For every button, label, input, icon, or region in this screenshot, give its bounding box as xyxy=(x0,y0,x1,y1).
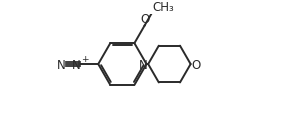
Text: O: O xyxy=(191,58,200,71)
Text: +: + xyxy=(81,55,88,63)
Text: O: O xyxy=(140,13,149,26)
Text: N: N xyxy=(57,58,66,71)
Text: N: N xyxy=(139,58,148,71)
Text: N: N xyxy=(71,58,80,71)
Text: CH₃: CH₃ xyxy=(153,1,174,13)
